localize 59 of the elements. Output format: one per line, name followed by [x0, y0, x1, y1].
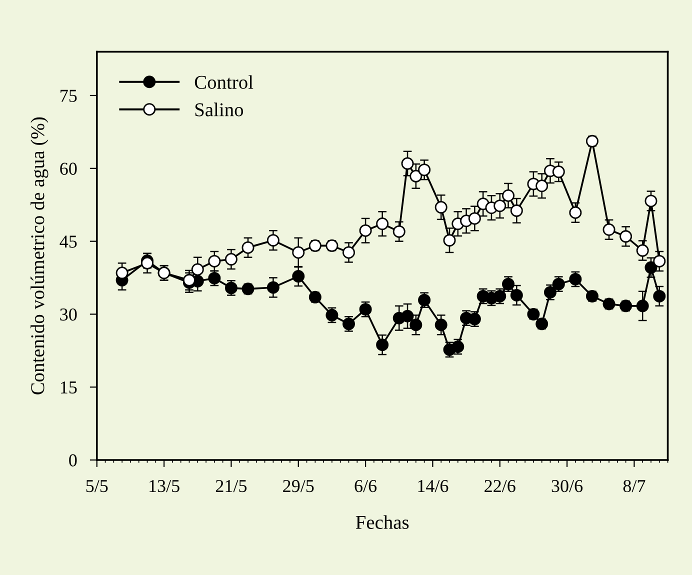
point	[443, 234, 456, 247]
point	[208, 254, 221, 268]
point	[510, 288, 523, 302]
y-tick-label: 75	[60, 90, 77, 102]
y-tick-label: 45	[60, 236, 77, 248]
point	[116, 266, 128, 280]
x-tick-label: 5/5	[86, 480, 108, 492]
point	[191, 263, 204, 276]
point	[410, 318, 422, 332]
point	[182, 274, 196, 286]
point	[653, 290, 666, 302]
point	[552, 166, 565, 178]
point	[494, 200, 506, 212]
point	[401, 310, 414, 322]
point	[502, 189, 515, 202]
point	[266, 281, 280, 294]
x-tick-label: 30/6	[552, 480, 583, 492]
point	[401, 157, 414, 170]
point	[266, 234, 280, 247]
point	[410, 170, 422, 182]
point	[292, 270, 305, 283]
point	[510, 204, 523, 217]
x-tick-label: 8/7	[623, 480, 646, 492]
point	[418, 164, 431, 176]
x-tick-label: 6/6	[354, 480, 377, 492]
point	[536, 180, 548, 192]
point	[468, 212, 481, 225]
point	[376, 218, 389, 230]
point	[376, 338, 389, 352]
x-tick-label: 29/5	[283, 480, 314, 492]
point	[141, 256, 154, 270]
y-tick-label: 0	[69, 454, 77, 466]
point	[569, 206, 582, 219]
point	[392, 225, 406, 238]
point	[636, 300, 649, 312]
x-tick-label: 22/6	[484, 480, 516, 492]
x-tick-label: 14/6	[418, 480, 448, 492]
x-axis-title: Fechas	[356, 515, 409, 529]
point	[653, 254, 666, 268]
point	[359, 224, 372, 237]
point	[602, 223, 616, 236]
legend-label: Salino	[195, 102, 244, 116]
point	[242, 241, 254, 254]
point	[342, 246, 355, 259]
y-tick-label: 15	[60, 381, 77, 394]
point	[620, 230, 632, 243]
point	[434, 201, 448, 214]
point	[224, 253, 238, 266]
point	[644, 261, 658, 274]
x-tick-label: 13/5	[150, 480, 180, 492]
point	[434, 318, 448, 332]
point	[292, 246, 305, 259]
legend-label: Control	[194, 75, 254, 89]
y-axis-title: Contenido volúmetrico de agua (%)	[30, 117, 48, 394]
point	[644, 194, 658, 208]
point	[636, 244, 649, 257]
y-tick-label: 30	[60, 308, 77, 321]
x-tick-label: 21/5	[216, 480, 247, 492]
y-tick-label: 60	[60, 162, 77, 175]
